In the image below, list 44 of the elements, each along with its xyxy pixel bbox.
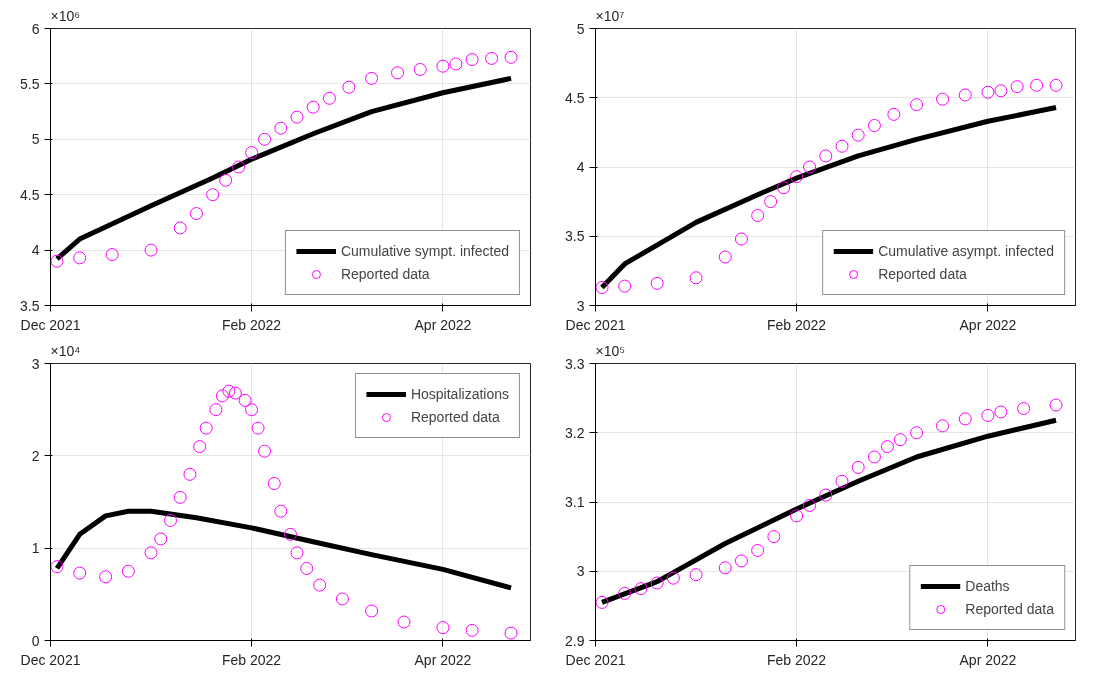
legend-label: Cumulative asympt. infected: [878, 243, 1054, 259]
y-tick-label: 3.3: [565, 355, 585, 372]
x-tick-label: Dec 2021: [565, 316, 626, 333]
y-tick-label: 5.5: [20, 75, 40, 92]
text: ×10⁶: [50, 7, 81, 24]
legend-label: Deaths: [965, 578, 1010, 594]
legend-label: Reported data: [878, 266, 967, 282]
text: ×10⁵: [595, 342, 626, 359]
y-tick-label: 3.2: [565, 424, 585, 441]
x-tick-label: Dec 2021: [565, 651, 626, 668]
text: ×10⁷: [595, 7, 625, 24]
y-tick-label: 2.9: [565, 632, 585, 649]
x-tick-label: Dec 2021: [20, 651, 81, 668]
y-tick-label: 5: [31, 131, 40, 148]
x-tick-label: Apr 2022: [414, 316, 472, 333]
x-tick-label: Apr 2022: [959, 316, 1017, 333]
x-tick-label: Apr 2022: [414, 651, 472, 668]
y-tick-label: 3.5: [565, 228, 585, 245]
y-tick-label: 3: [576, 297, 585, 314]
y-tick-label: 2: [31, 447, 40, 464]
y-tick-label: 4: [576, 159, 585, 175]
x-tick-label: Feb 2022: [222, 316, 282, 333]
y-tick-label: 3: [31, 355, 40, 372]
y-tick-label: 3.1: [565, 494, 585, 510]
legend-label: Hospitalizations: [410, 386, 509, 402]
y-tick-label: 4.5: [20, 186, 40, 203]
legend-label: Reported data: [340, 266, 430, 282]
legend-label: Cumulative sympt. infected: [340, 243, 509, 259]
y-tick-label: 6: [31, 20, 40, 37]
y-tick-label: 4: [31, 242, 40, 259]
x-tick-label: Feb 2022: [767, 651, 827, 668]
x-tick-label: Dec 2021: [20, 316, 81, 333]
y-tick-label: 3: [576, 563, 585, 580]
x-tick-label: Feb 2022: [222, 651, 282, 668]
legend-label: Reported data: [410, 409, 500, 425]
legend-label: Reported data: [965, 601, 1054, 617]
y-tick-label: 3.5: [20, 297, 40, 314]
y-tick-label: 1: [31, 540, 40, 557]
x-tick-label: Feb 2022: [767, 316, 827, 333]
x-tick-label: Apr 2022: [959, 651, 1017, 668]
y-tick-label: 4.5: [565, 89, 585, 106]
y-tick-label: 5: [576, 20, 585, 37]
text: ×10⁴: [50, 342, 81, 359]
y-tick-label: 0: [31, 632, 40, 649]
